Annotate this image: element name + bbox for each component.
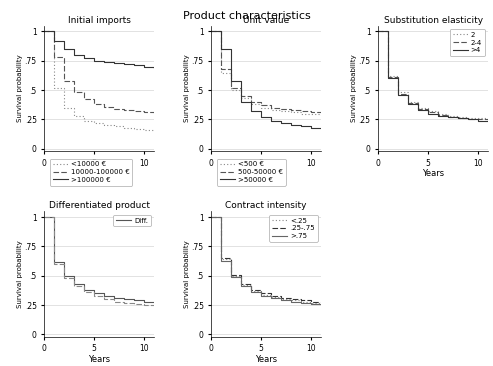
Title: Unit value: Unit value: [243, 16, 289, 25]
Title: Substitution elasticity: Substitution elasticity: [384, 16, 483, 25]
Text: Product characteristics: Product characteristics: [182, 11, 311, 21]
Legend: 2, 2-4, >4: 2, 2-4, >4: [450, 29, 485, 56]
Legend: <10000 €, 10000-100000 €, >100000 €: <10000 €, 10000-100000 €, >100000 €: [50, 158, 133, 186]
Legend: <500 €, 500-50000 €, >50000 €: <500 €, 500-50000 €, >50000 €: [217, 158, 285, 186]
X-axis label: Years: Years: [88, 169, 110, 178]
Y-axis label: Survival probability: Survival probability: [351, 55, 357, 122]
Y-axis label: Survival probability: Survival probability: [184, 240, 190, 308]
X-axis label: Years: Years: [255, 169, 277, 178]
Y-axis label: Survival probability: Survival probability: [17, 55, 23, 122]
Y-axis label: Survival probability: Survival probability: [184, 55, 190, 122]
Title: Differentiated product: Differentiated product: [49, 202, 150, 210]
Legend: Diff.: Diff.: [113, 215, 151, 226]
Title: Contract intensity: Contract intensity: [225, 202, 307, 210]
X-axis label: Years: Years: [422, 169, 444, 178]
X-axis label: Years: Years: [255, 355, 277, 364]
X-axis label: Years: Years: [88, 355, 110, 364]
Title: Initial imports: Initial imports: [68, 16, 131, 25]
Y-axis label: Survival probability: Survival probability: [17, 240, 23, 308]
Legend: <.25, .25-.75, >.75: <.25, .25-.75, >.75: [270, 215, 317, 242]
